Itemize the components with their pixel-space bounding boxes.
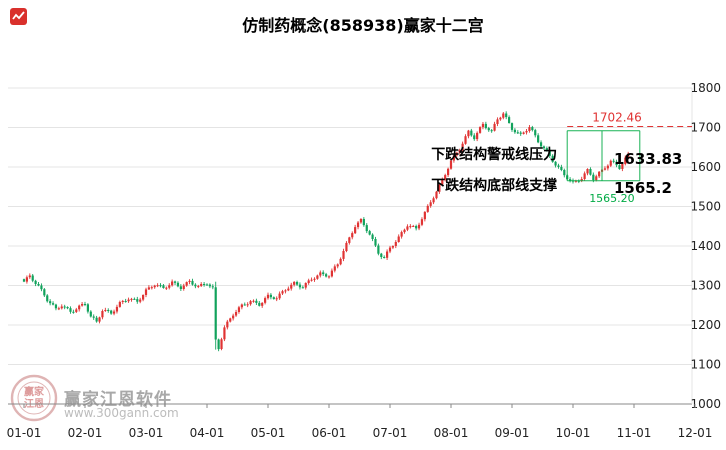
svg-text:1200: 1200 <box>690 318 721 332</box>
support-text: 下跌结构底部线支撑 <box>431 177 557 194</box>
svg-text:1800: 1800 <box>690 81 721 95</box>
svg-text:06-01: 06-01 <box>312 426 347 440</box>
svg-text:1000: 1000 <box>690 397 721 411</box>
svg-text:11-01: 11-01 <box>617 426 652 440</box>
y-axis-labels: 1000 1100 1200 1300 1400 1500 1600 1700 1800 <box>690 81 721 411</box>
pressure-text: 下跌结构警戒线压力 <box>431 146 557 163</box>
svg-text:02-01: 02-01 <box>68 426 103 440</box>
svg-text:09-01: 09-01 <box>495 426 530 440</box>
svg-text:04-01: 04-01 <box>190 426 225 440</box>
y-gridlines <box>8 87 693 405</box>
svg-text:03-01: 03-01 <box>129 426 164 440</box>
svg-text:01-01: 01-01 <box>7 426 42 440</box>
resistance-label: 1702.46 <box>592 111 642 125</box>
svg-text:1700: 1700 <box>690 121 721 135</box>
app-logo-icon <box>10 8 27 25</box>
last-price-label: 1633.83 <box>614 150 682 168</box>
seal-text-top: 赢家 <box>24 385 45 398</box>
support-small-label: 1565.20 <box>589 192 635 205</box>
svg-text:1600: 1600 <box>690 160 721 174</box>
svg-text:1500: 1500 <box>690 200 721 214</box>
x-axis-labels: 01-01 02-01 03-01 04-01 05-01 06-01 07-01 08-01… <box>7 404 713 440</box>
svg-text:1300: 1300 <box>690 279 721 293</box>
svg-text:05-01: 05-01 <box>251 426 286 440</box>
support-price-label: 1565.2 <box>614 179 672 197</box>
svg-text:08-01: 08-01 <box>434 426 469 440</box>
svg-text:07-01: 07-01 <box>373 426 408 440</box>
page-title: 仿制药概念(858938)赢家十二宫 <box>242 16 484 35</box>
svg-text:1100: 1100 <box>690 358 721 372</box>
svg-text:10-01: 10-01 <box>556 426 591 440</box>
structure-lines <box>566 130 641 182</box>
watermark-url: www.300gann.com <box>64 406 179 420</box>
candlesticks <box>22 111 630 352</box>
svg-text:12-01: 12-01 <box>678 426 713 440</box>
brand-seal-icon: 赢家 江恩 <box>10 374 58 422</box>
svg-text:1400: 1400 <box>690 239 721 253</box>
watermark-brand: 赢家江恩软件 <box>64 390 172 410</box>
